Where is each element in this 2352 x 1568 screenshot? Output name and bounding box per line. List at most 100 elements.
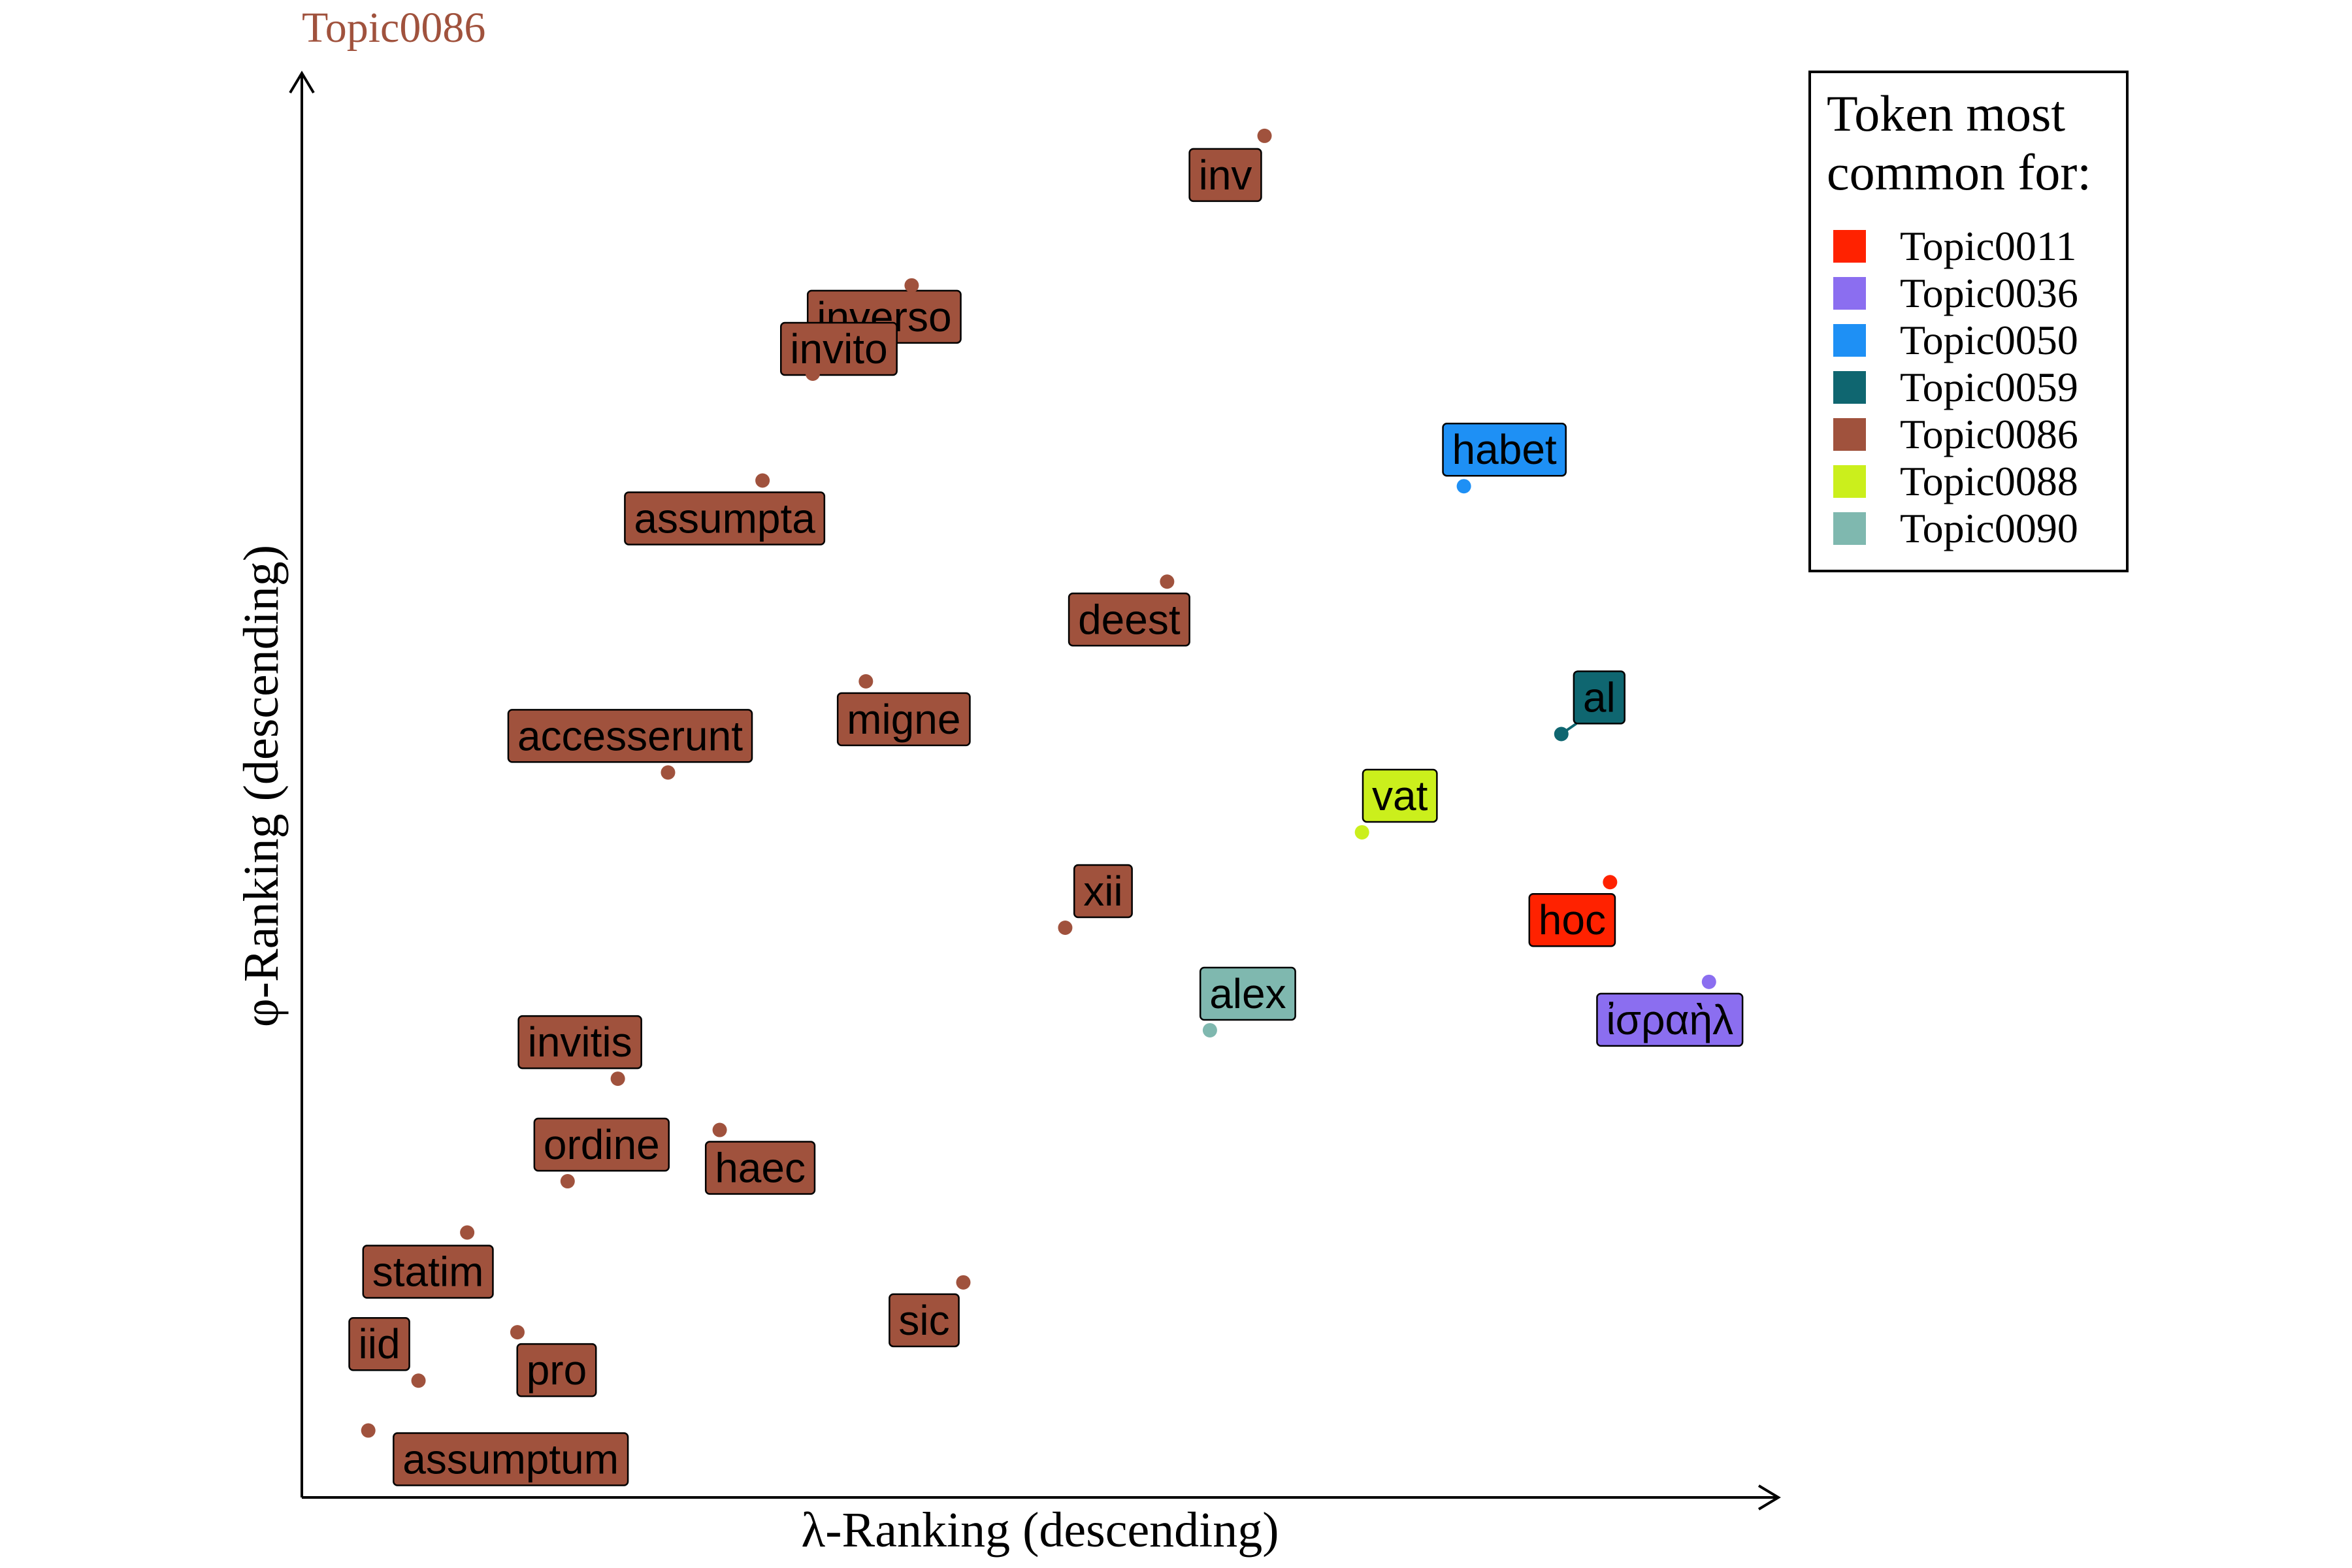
point-label: invitis (528, 1019, 632, 1066)
point-group: assumpta (624, 473, 826, 546)
data-point (755, 473, 770, 488)
point-label: iid (359, 1320, 400, 1367)
point-label-box (1596, 992, 1744, 1047)
point-group: habet (1442, 422, 1567, 494)
point-label-box (362, 1245, 494, 1299)
point-label-box (1199, 966, 1296, 1021)
point-label: pro (527, 1347, 587, 1394)
point-group: assumptum (361, 1423, 629, 1486)
point-label-box (393, 1432, 629, 1486)
point-label: ἰσραὴλ (1606, 996, 1733, 1043)
legend-swatch (1833, 512, 1866, 545)
legend-item-label: Topic0088 (1900, 458, 2078, 504)
legend-title-line1: Token most (1827, 85, 2065, 142)
point-group: invitis (517, 1015, 642, 1086)
data-point (1202, 1022, 1217, 1037)
legend-swatch (1833, 230, 1866, 263)
point-group: accesserunt (507, 709, 753, 780)
point-label: vat (1372, 772, 1428, 819)
point-label-box (624, 491, 826, 546)
data-point (361, 1423, 376, 1438)
point-group: al (1554, 670, 1625, 742)
data-point (411, 1373, 426, 1388)
point-label: ordine (544, 1121, 660, 1168)
data-point (904, 278, 919, 293)
legend-swatch (1833, 418, 1866, 451)
data-point (805, 366, 820, 381)
axes (289, 71, 1781, 1511)
point-group: ἰσραὴλ (1596, 974, 1744, 1047)
point-label: assumpta (634, 495, 815, 542)
point-group: xii (1058, 864, 1133, 935)
point-label: habet (1452, 426, 1557, 473)
point-label-box (1073, 864, 1133, 919)
legend-item-label: Topic0059 (1900, 364, 2078, 410)
data-point (956, 1275, 971, 1290)
point-label-box (780, 321, 898, 376)
data-point (1160, 574, 1175, 589)
point-label-box (1068, 593, 1190, 647)
point-label-box (516, 1343, 597, 1397)
point-group: inv (1188, 128, 1272, 203)
data-point (610, 1071, 625, 1086)
legend-title-line2: common for: (1827, 144, 2091, 201)
data-point (712, 1122, 727, 1137)
data-point (1603, 875, 1618, 890)
legend: Token most common for: Topic0011Topic003… (1808, 71, 2129, 572)
legend-swatch (1833, 277, 1866, 310)
point-label: deest (1078, 596, 1181, 643)
data-point (1701, 974, 1716, 989)
point-label: haec (715, 1145, 806, 1192)
data-point (1456, 479, 1471, 494)
point-label: hoc (1539, 896, 1606, 943)
point-label-box (889, 1293, 960, 1348)
point-label-box (507, 709, 753, 763)
point-group: invito (780, 321, 898, 381)
point-group: statim (362, 1225, 494, 1299)
legend-item-label: Topic0036 (1900, 270, 2078, 316)
data-point (1554, 727, 1569, 742)
point-label: alex (1209, 970, 1286, 1017)
point-label-box (1573, 670, 1625, 725)
chart-title: Topic0086 (302, 4, 485, 52)
legend-item-label: Topic0086 (1900, 411, 2078, 457)
point-label-box (1362, 768, 1438, 823)
point-label: invito (790, 325, 887, 372)
data-point (1257, 128, 1272, 143)
point-label-box (704, 1141, 816, 1195)
point-label: statim (372, 1249, 484, 1296)
data-point (661, 765, 676, 780)
legend-item-label: Topic0050 (1900, 317, 2078, 363)
x-axis-label: λ-Ranking (descending) (801, 1503, 1279, 1558)
legend-swatch (1833, 324, 1866, 357)
point-label: xii (1083, 868, 1122, 915)
data-point (1354, 825, 1369, 840)
point-label-box (836, 692, 971, 747)
y-axis-arrowhead (289, 71, 315, 94)
point-label: inv (1199, 152, 1252, 199)
point-group: ordine (533, 1117, 670, 1189)
point-label-box (348, 1316, 410, 1371)
point-label: accesserunt (517, 712, 743, 759)
data-point (560, 1174, 575, 1189)
point-label: migne (847, 696, 960, 743)
legend-item-label: Topic0011 (1900, 223, 2076, 269)
legend-item-label: Topic0090 (1900, 505, 2078, 551)
point-label-box (517, 1015, 642, 1070)
point-group: vat (1354, 768, 1438, 840)
legend-swatch (1833, 465, 1866, 498)
point-group: alex (1199, 966, 1296, 1037)
legend-swatch (1833, 371, 1866, 404)
point-label-box (533, 1117, 670, 1172)
point-group: pro (510, 1325, 597, 1397)
point-label-box (1188, 148, 1262, 203)
legend-items: Topic0011Topic0036Topic0050Topic0059Topi… (1833, 223, 2078, 551)
data-point (510, 1325, 525, 1340)
data-point (1058, 921, 1073, 935)
point-group: migne (836, 674, 971, 747)
point-group: iid (348, 1316, 426, 1388)
point-label: sic (898, 1297, 949, 1344)
point-group: haec (704, 1122, 816, 1195)
